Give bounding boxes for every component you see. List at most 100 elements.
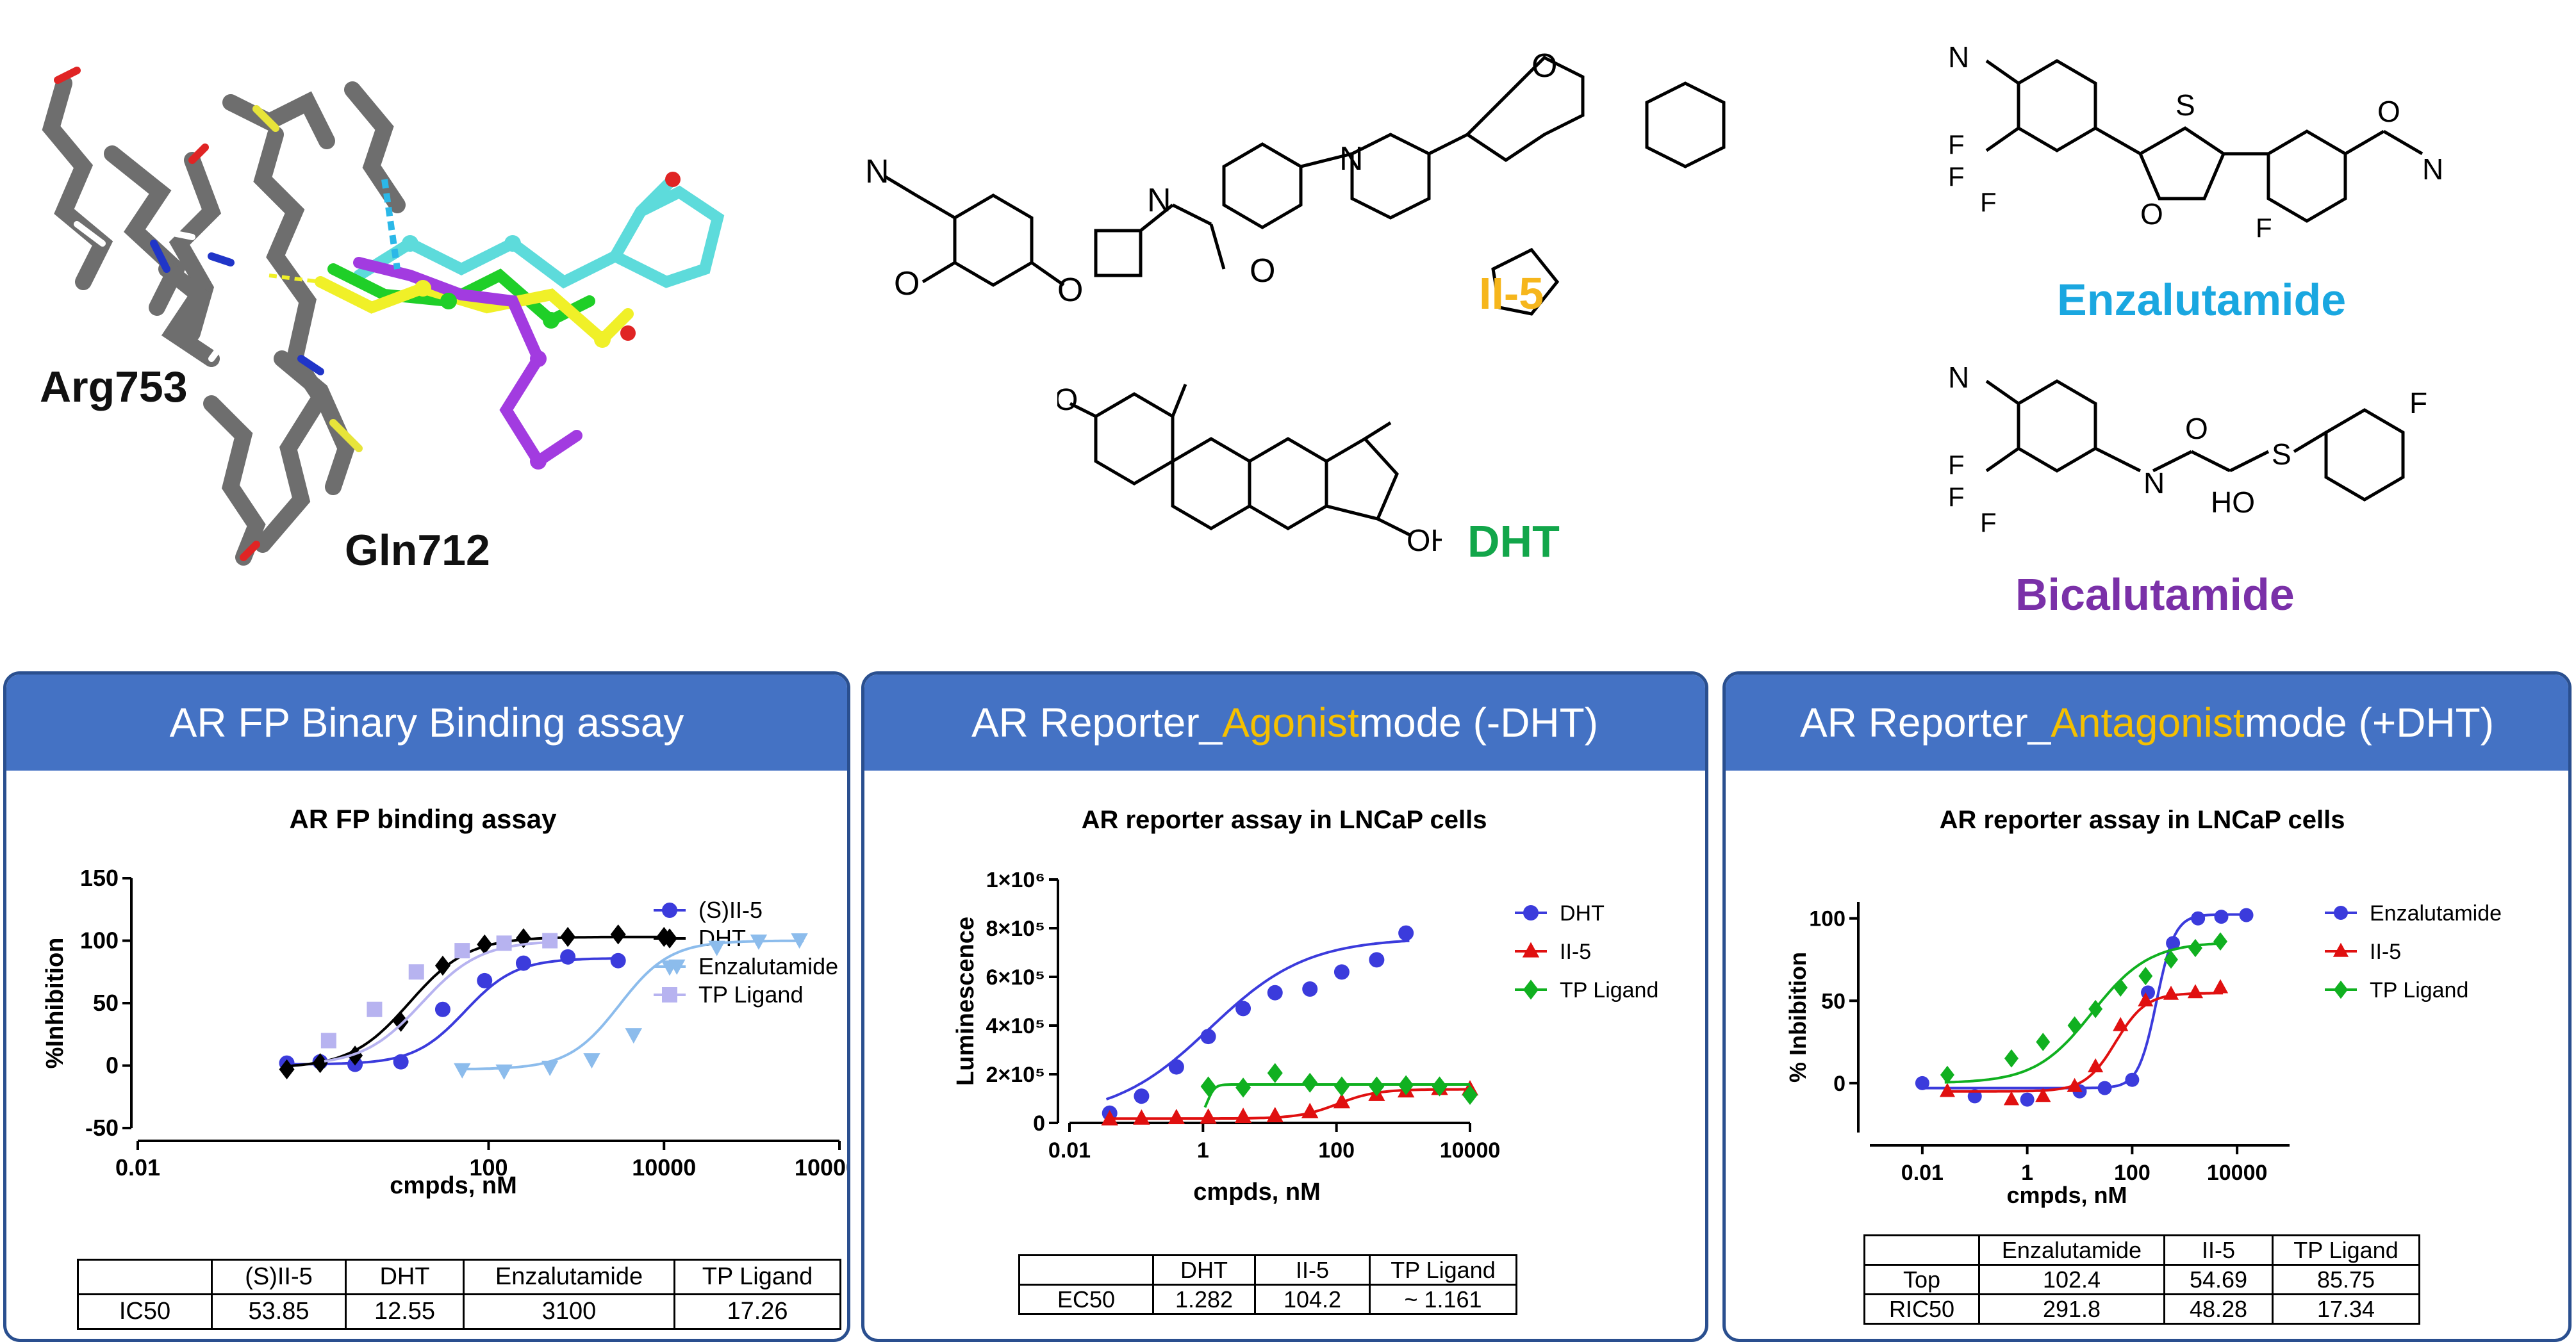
data-point: [541, 1060, 559, 1076]
legend-label: Enzalutamide: [2370, 901, 2502, 926]
data-point: [1398, 925, 1414, 941]
data-point: [2213, 932, 2228, 951]
data-point: [560, 927, 576, 947]
data-point: [610, 924, 626, 945]
svg-text:F: F: [1980, 507, 1997, 537]
series-3: [320, 933, 558, 1063]
x-tick-label: 100: [469, 1154, 508, 1181]
data-point: [1915, 1076, 1929, 1090]
legend-label: DHT: [698, 925, 746, 951]
y-tick-label: 0: [1033, 1111, 1045, 1136]
fit-curve: [1944, 992, 2224, 1093]
table-cell: 1.282: [1152, 1284, 1256, 1315]
fp-binding-ic50-table: (S)II-5 DHT Enzalutamide TP Ligand IC50 53.85…: [77, 1259, 841, 1330]
svg-text:N: N: [1147, 182, 1171, 219]
x-tick-label: 0.01: [115, 1154, 160, 1181]
x-tick-label: 10000: [632, 1154, 696, 1181]
table-cell: 104.2: [1254, 1284, 1371, 1315]
legend-label: Enzalutamide: [698, 953, 838, 979]
panel-title-hl: Antagonist: [2051, 700, 2245, 746]
legend-marker: [662, 987, 677, 1002]
data-point: [2212, 979, 2229, 994]
svg-text:O: O: [894, 265, 920, 302]
svg-text:O: O: [1057, 272, 1083, 309]
panel-title-pre: AR FP Binary Binding assay: [169, 700, 684, 746]
y-tick-label: 1×10⁶: [986, 868, 1045, 892]
x-axis-label: cmpds, nM: [2006, 1182, 2127, 1208]
svg-text:F: F: [1948, 129, 1965, 160]
legend-label: II-5: [1560, 940, 1591, 964]
data-point: [1369, 952, 1385, 968]
table-cell: ~ 1.161: [1369, 1284, 1517, 1315]
data-point: [1369, 1076, 1385, 1097]
data-point: [625, 1028, 642, 1044]
legend-label: TP Ligand: [2370, 978, 2468, 1002]
panel-title-pre: AR Reporter_: [971, 700, 1223, 746]
table-row: EC50 1.282 104.2 ~ 1.161: [1018, 1284, 1517, 1315]
docking-pose-image: [42, 67, 725, 566]
chart-title: AR FP binding assay: [290, 804, 557, 834]
data-point: [1333, 1093, 1351, 1109]
legend-marker: [661, 960, 679, 976]
table-cell: Enzalutamide: [463, 1259, 675, 1295]
x-tick-label: 0.01: [1901, 1161, 1944, 1185]
data-point: [560, 949, 576, 965]
data-point: [2166, 936, 2181, 951]
dht-structure: O OH: [1057, 383, 1442, 558]
fit-curve: [458, 939, 804, 1070]
table-cell: 53.85: [211, 1293, 347, 1330]
data-point: [1133, 1109, 1150, 1125]
data-point: [2036, 1033, 2051, 1051]
data-point: [1939, 1083, 1956, 1097]
data-point: [1302, 1072, 1318, 1093]
x-tick-label: 100: [2114, 1161, 2151, 1185]
x-tick-label: 10000: [1440, 1138, 1501, 1163]
svg-text:O: O: [1532, 47, 1557, 85]
table-cell: TP Ligand: [2272, 1234, 2420, 1266]
data-point: [2088, 999, 2103, 1019]
legend-label: TP Ligand: [698, 981, 803, 1008]
table-cell: 48.28: [2163, 1293, 2274, 1325]
y-tick-label: 2×10⁵: [986, 1063, 1045, 1087]
enzalutamide-structure: N F F F S O O N F: [1948, 40, 2443, 243]
data-point: [347, 1045, 363, 1066]
y-tick-label: 4×10⁵: [986, 1014, 1045, 1038]
data-point: [2138, 967, 2153, 986]
data-point: [1168, 1059, 1184, 1075]
data-point: [2163, 985, 2179, 1000]
data-point: [477, 972, 493, 988]
data-point: [477, 934, 493, 954]
panel-fp-binding: AR FP Binary Binding assay AR FP binding…: [3, 671, 850, 1342]
svg-text:OH: OH: [1407, 524, 1442, 558]
data-point: [279, 1059, 295, 1079]
y-tick-label: 100: [1809, 907, 1845, 931]
data-point: [312, 1053, 328, 1074]
data-point: [2191, 911, 2206, 926]
svg-text:O: O: [2377, 95, 2400, 128]
data-point: [1234, 1108, 1252, 1124]
svg-text:O: O: [2140, 197, 2163, 231]
legend-label: II-5: [2370, 940, 2401, 964]
data-point: [1302, 981, 1318, 997]
table-cell: (S)II-5: [211, 1259, 347, 1295]
x-tick-label: 10000: [2207, 1161, 2268, 1185]
svg-text:F: F: [2409, 386, 2427, 420]
table-row: Top 102.4 54.69 85.75: [1863, 1264, 2420, 1295]
legend-marker: [2334, 906, 2348, 920]
data-point: [1333, 964, 1350, 980]
y-axis-label: %Inhibition: [42, 938, 69, 1069]
table-row: IC50 53.85 12.55 3100 17.26: [77, 1293, 841, 1330]
agonist-ec50-table: DHT II-5 TP Ligand EC50 1.282 104.2 ~ 1.161: [1018, 1254, 1517, 1315]
data-point: [2214, 910, 2229, 924]
table-cell: 102.4: [1978, 1264, 2165, 1295]
chart-title: AR reporter assay in LNCaP cells: [1082, 806, 1487, 834]
table-cell: DHT: [345, 1259, 465, 1295]
data-point: [393, 1054, 409, 1070]
svg-text:N: N: [2422, 152, 2443, 186]
panel-antagonist-header: AR Reporter_ Antagonist mode (+DHT): [1726, 675, 2568, 771]
legend-marker: [2334, 980, 2348, 999]
table-row: RIC50 291.8 48.28 17.34: [1863, 1293, 2420, 1325]
table-row: DHT II-5 TP Ligand: [1018, 1254, 1517, 1286]
data-point: [2003, 1091, 2020, 1106]
series-0: [1102, 925, 1414, 1121]
